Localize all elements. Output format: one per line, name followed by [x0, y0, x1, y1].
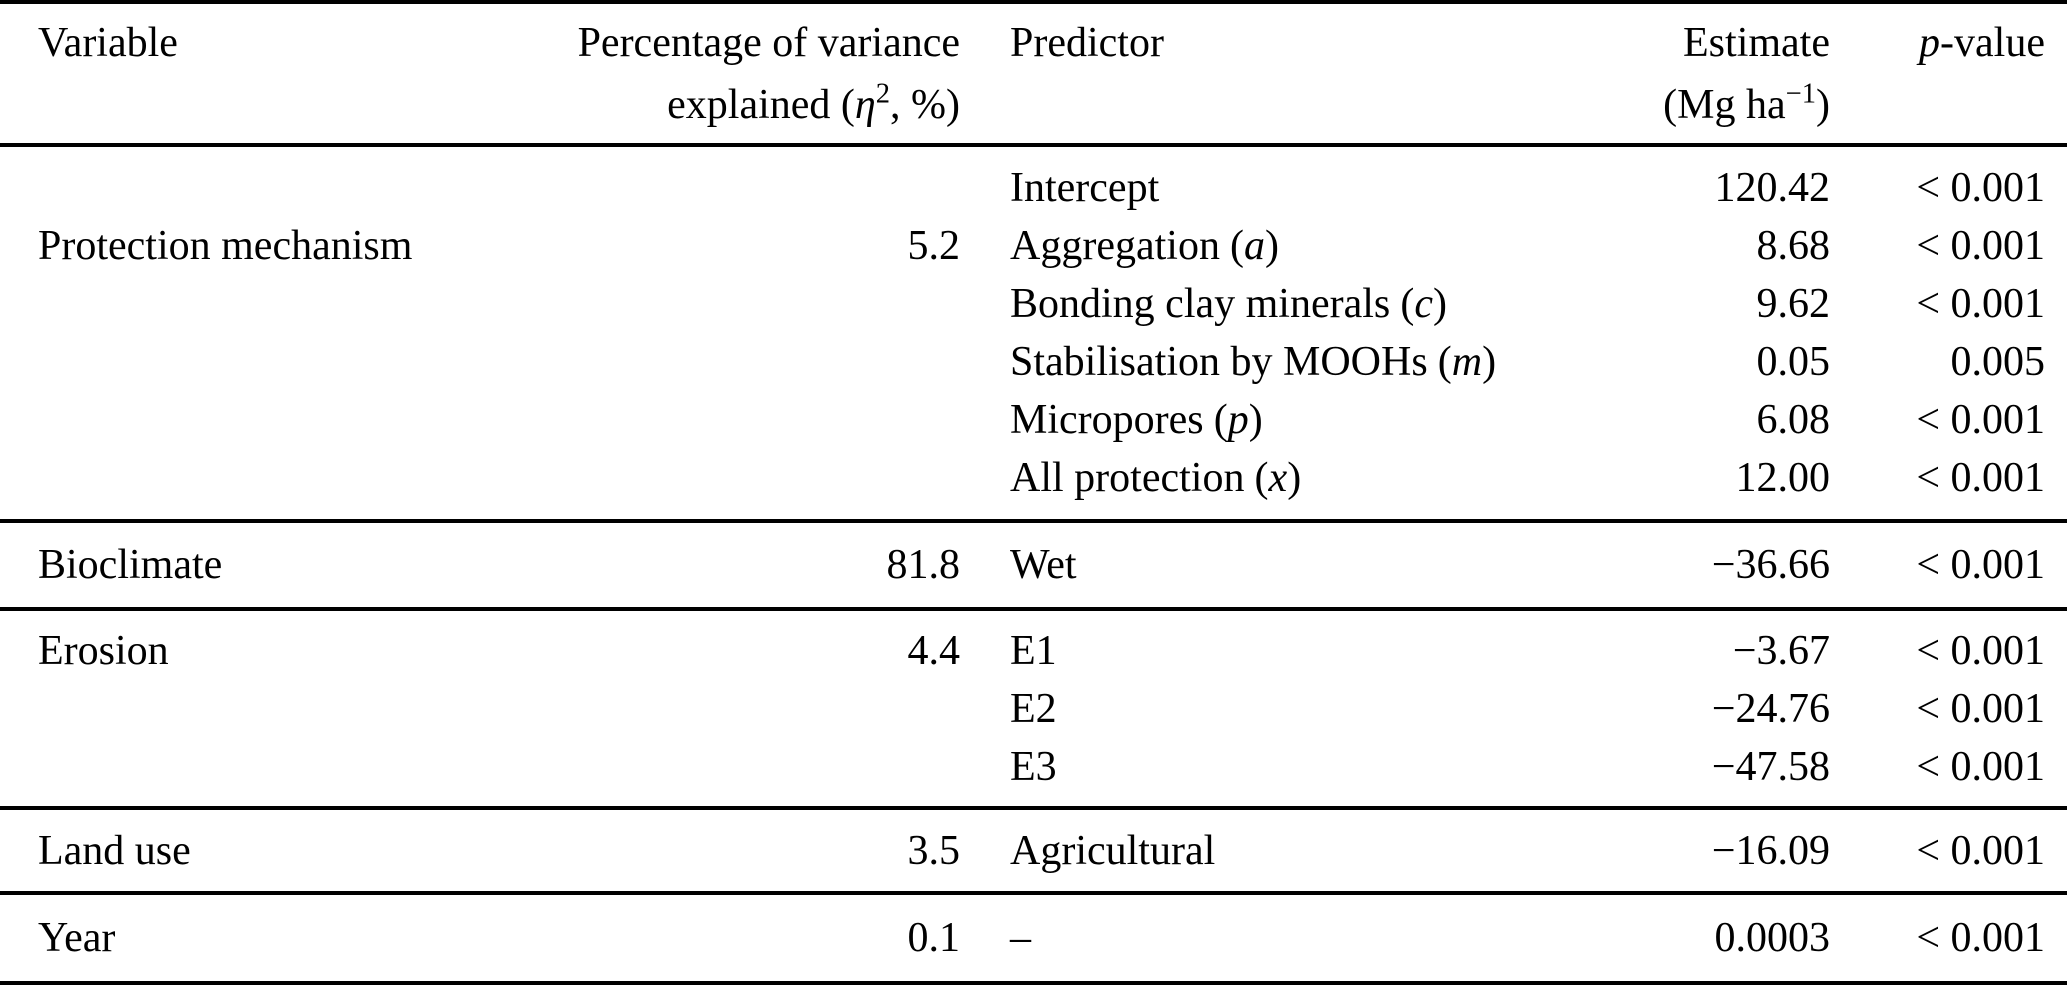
- predictor-cell: E1: [960, 622, 1520, 680]
- col-header-predictor: Predictor: [1010, 19, 1164, 66]
- estimate-value: 8.68: [1756, 223, 1831, 269]
- pvalue-rest: -value: [1940, 19, 2045, 66]
- predictor-cell: Wet: [960, 536, 1520, 594]
- predictor-label: All protection: [1010, 455, 1245, 501]
- variance-value: 3.5: [907, 827, 961, 874]
- variable-label: Year: [38, 915, 116, 961]
- variance-unit-prefix: explained (: [667, 81, 855, 128]
- variance-unit-suffix: , %): [890, 81, 960, 128]
- predictor-cell: Intercept: [960, 159, 1520, 217]
- predictor-label: Stabilisation by MOOHs: [1010, 339, 1428, 385]
- variance-value: 0.1: [907, 915, 961, 961]
- p-value: < 0.001: [1916, 281, 2045, 327]
- predictor-cell: Aggregationa: [960, 217, 1520, 275]
- p-value: < 0.001: [1916, 542, 2045, 588]
- eta-symbol: η: [854, 81, 876, 128]
- predictor-label: Micropores: [1010, 397, 1204, 443]
- table-section-land-use: Land use 3.5 Agricultural −16.09 < 0.001: [0, 810, 2067, 895]
- col-header-variance-line1: Percentage of variance: [577, 19, 960, 66]
- estimate-value: 9.62: [1756, 281, 1831, 327]
- predictor-label: E2: [1010, 685, 1057, 732]
- col-header-variance-line2: explained (η2, %): [560, 74, 960, 136]
- p-value: < 0.001: [1916, 915, 2045, 961]
- predictor-cell: Agricultural: [960, 822, 1520, 880]
- estimate-value: −16.09: [1711, 827, 1830, 874]
- table-header-row: Variable Percentage of variance explaine…: [0, 4, 2067, 147]
- p-value: < 0.001: [1916, 397, 2045, 443]
- p-value: < 0.001: [1916, 165, 2045, 211]
- predictor-cell: –: [960, 909, 1520, 967]
- predictor-cell: Bonding clay mineralsc: [960, 275, 1520, 333]
- col-header-variable: Variable: [38, 19, 178, 66]
- predictor-cell: Microporesp: [960, 391, 1520, 449]
- p-value: < 0.001: [1916, 627, 2045, 674]
- predictor-label: Intercept: [1010, 165, 1160, 211]
- p-value: < 0.001: [1916, 743, 2045, 790]
- predictor-symbol: c: [1400, 281, 1447, 327]
- predictor-label: –: [1010, 915, 1031, 961]
- estimate-value: 6.08: [1756, 397, 1831, 443]
- estimate-unit-suffix: ): [1816, 81, 1830, 128]
- p-value: < 0.001: [1916, 685, 2045, 732]
- predictor-cell: E3: [960, 738, 1520, 796]
- variable-label: Bioclimate: [38, 542, 223, 588]
- regression-results-table: Variable Percentage of variance explaine…: [0, 0, 2067, 985]
- table-section-protection-mechanism: Protection mechanism 5.2 Intercept 120.4…: [0, 147, 2067, 523]
- variance-value: 5.2: [907, 223, 961, 269]
- estimate-value: −24.76: [1711, 685, 1830, 732]
- estimate-value: −36.66: [1711, 542, 1830, 588]
- predictor-cell: All protectionx: [960, 449, 1520, 507]
- estimate-value: 12.00: [1735, 455, 1831, 501]
- estimate-unit-prefix: (Mg ha: [1663, 81, 1786, 128]
- p-value: < 0.001: [1916, 827, 2045, 874]
- eta-superscript: 2: [875, 77, 891, 109]
- predictor-label: E3: [1010, 743, 1057, 790]
- variance-value: 4.4: [907, 627, 961, 674]
- p-value: < 0.001: [1916, 223, 2045, 269]
- predictor-cell: Stabilisation by MOOHsm: [960, 333, 1520, 391]
- estimate-value: 120.42: [1714, 165, 1831, 211]
- pvalue-p-italic: p: [1919, 19, 1941, 66]
- predictor-symbol: x: [1255, 455, 1302, 501]
- predictor-cell: E2: [960, 680, 1520, 738]
- table-section-bioclimate: Bioclimate 81.8 Wet −36.66 < 0.001: [0, 523, 2067, 611]
- estimate-value: −3.67: [1732, 627, 1830, 674]
- p-value: 0.005: [1950, 339, 2046, 385]
- variable-label: Land use: [38, 827, 191, 874]
- predictor-label: Aggregation: [1010, 223, 1220, 269]
- predictor-label: Agricultural: [1010, 827, 1216, 874]
- estimate-unit-exponent: −1: [1785, 77, 1816, 109]
- variable-label: Protection mechanism: [38, 223, 413, 269]
- variable-label: Erosion: [38, 627, 169, 674]
- col-header-estimate: Estimate: [1683, 19, 1830, 66]
- estimate-value: −47.58: [1711, 743, 1830, 790]
- estimate-value: 0.05: [1756, 339, 1831, 385]
- col-header-estimate-unit: (Mg ha−1): [1520, 74, 1830, 136]
- predictor-symbol: p: [1214, 397, 1263, 443]
- predictor-symbol: a: [1230, 223, 1279, 269]
- predictor-symbol: m: [1438, 339, 1496, 385]
- table-section-year: Year 0.1 – 0.0003 < 0.001: [0, 895, 2067, 981]
- table-section-erosion: Erosion 4.4 E1 −3.67 < 0.001 E2 −24.76 <…: [0, 611, 2067, 810]
- variance-value: 81.8: [886, 542, 961, 588]
- col-header-pvalue: p-value: [1830, 12, 2067, 74]
- predictor-label: Bonding clay minerals: [1010, 281, 1391, 327]
- predictor-label: Wet: [1010, 542, 1077, 588]
- predictor-label: E1: [1010, 627, 1057, 674]
- estimate-value: 0.0003: [1714, 915, 1831, 961]
- p-value: < 0.001: [1916, 455, 2045, 501]
